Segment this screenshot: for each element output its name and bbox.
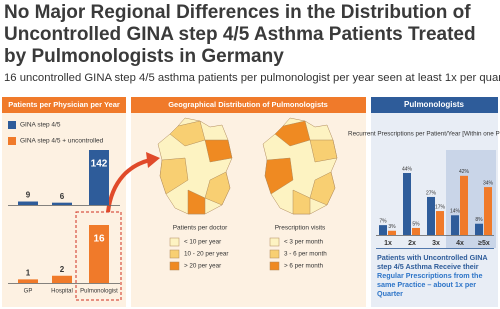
highlight-box [75,211,122,301]
legend-label: < 10 per year [184,239,221,246]
legend-swatch [169,249,180,259]
arrow-head [146,152,160,168]
x-tick-label: ≥5x [478,240,490,247]
value-label: 3% [388,224,396,230]
note: Patients with Uncontrolled GINA step 4/5… [377,253,495,298]
bar [451,215,459,235]
legend-swatch [8,121,16,129]
title: No Major Regional Differences in the Dis… [4,2,476,67]
bar [89,225,109,283]
legend-swatch [169,261,180,271]
value-label: 14% [450,209,461,215]
legend-label: GINA step 4/5 [20,122,61,129]
x-tick-label: 1x [384,240,392,247]
baseline [8,205,120,206]
panel-title: Geographical Distribution of Pulmonologi… [168,100,328,109]
bar [379,225,387,235]
bar [460,175,468,235]
bar [475,223,483,235]
bar [427,196,435,235]
value-label: 7% [379,218,387,224]
baseline [8,283,120,284]
x-tick-label: 3x [432,240,440,247]
value-label: 42% [459,169,470,175]
legend-label: GINA step 4/5 + uncontrolled [20,138,104,145]
value-label: 6 [60,192,65,201]
x-tick-label: Pulmonologist [80,289,118,295]
panel-middle [131,97,366,307]
subtitle: 16 uncontrolled GINA step 4/5 asthma pat… [4,72,500,84]
value-label: 9 [26,191,31,200]
bar [18,279,38,283]
value-label: 17% [435,204,446,210]
legend-title: Prescription visits [275,225,326,232]
x-tick-label: Hospital [51,289,73,295]
bar [412,227,420,235]
legend-title: Patients per doctor [173,225,228,232]
map-visits [262,117,338,215]
note-highlight: Regular Prescriptions from the same Prac… [377,271,483,298]
value-label: 27% [426,190,437,196]
bar [388,230,396,235]
bar [52,202,72,205]
x-tick-label: 2x [408,240,416,247]
bar [18,201,38,205]
panel-title: Pulmonologists [404,100,465,109]
legend-swatch [269,237,280,247]
legend-label: > 20 per year [184,263,221,270]
bar [484,187,492,235]
note-text: Patients with Uncontrolled GINA step 4/5… [377,253,488,271]
value-label: 34% [483,180,494,186]
value-label: 1 [26,268,31,277]
baseline [376,235,494,236]
panel-title: Patients per Physician per Year [8,100,120,109]
legend-label: < 3 per month [284,239,324,246]
legend-swatch [8,137,16,145]
arrow [106,158,151,213]
legend-swatch [169,237,180,247]
panel-header [2,97,126,113]
value-label: 142 [91,159,108,170]
panel-header [131,97,366,113]
value-label: 16 [93,234,105,245]
bar [403,173,411,235]
value-label: 2 [60,265,65,274]
value-label: 5% [412,221,420,227]
x-tick-label: GP [24,289,33,295]
legend-label: 3 - 6 per month [284,251,327,258]
bar [89,150,109,205]
value-label: 8% [475,217,483,223]
legend-swatch [269,261,280,271]
bar [52,275,72,283]
bar [436,211,444,235]
value-label: 44% [402,166,413,172]
chart-title: Recurrent Prescriptions per Patient/Year… [348,131,500,138]
panel-header [371,97,498,113]
legend-label: 10 - 20 per year [184,251,228,258]
x-tick-label: 4x [456,240,464,247]
map-patients [157,117,233,215]
divider [376,248,494,249]
legend-swatch [269,249,280,259]
legend-label: > 6 per month [284,263,324,270]
